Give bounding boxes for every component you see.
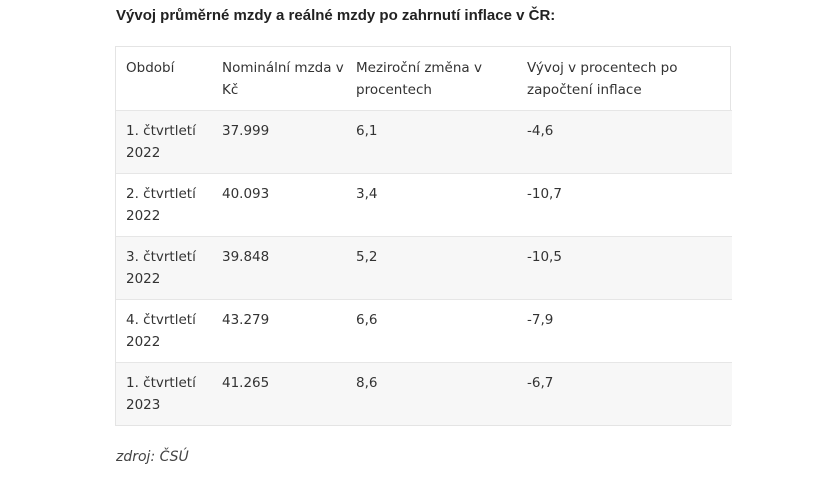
cell-yoy-change: 6,6 [356, 298, 527, 362]
cell-real-change: -10,5 [527, 235, 732, 299]
cell-yoy-change: 6,1 [356, 122, 378, 139]
cell-nominal-wage: 39.848 [222, 235, 356, 299]
cell-period: 3. čtvrtletí 2022 [116, 235, 222, 299]
cell-yoy-change: 5,2 [356, 235, 527, 299]
cell-period: 1. čtvrtletí 2022 [126, 122, 196, 161]
cell-real-change: -10,7 [527, 172, 732, 236]
cell-period: 1. čtvrtletí 2023 [116, 361, 222, 425]
wage-table-container: Období Nominální mzda v Kč Meziroční změ… [115, 46, 732, 426]
cell-real-change: -4,6 [527, 122, 554, 139]
table-row: 1. čtvrtletí 2023 41.265 8,6 -6,7 [116, 361, 732, 425]
header-yoy-change: Meziroční změna v procentech [356, 60, 482, 98]
header-nominal-wage: Nominální mzda v Kč [222, 60, 344, 98]
cell-period: 2. čtvrtletí 2022 [116, 172, 222, 236]
header-real-change: Vývoj v procentech po započtení inflace [527, 60, 678, 98]
source-note: zdroj: ČSÚ [116, 449, 189, 465]
header-period: Období [126, 60, 175, 76]
cell-nominal-wage: 43.279 [222, 298, 356, 362]
cell-nominal-wage: 37.999 [222, 122, 270, 139]
table-header-row: Období Nominální mzda v Kč Meziroční změ… [116, 47, 732, 110]
table-title: Vývoj průměrné mzdy a reálné mzdy po zah… [116, 7, 556, 24]
wage-table: Období Nominální mzda v Kč Meziroční změ… [116, 47, 732, 425]
table-row: 1. čtvrtletí 2022 37.999 6,1 -4,6 [116, 110, 732, 173]
cell-nominal-wage: 40.093 [222, 172, 356, 236]
cell-nominal-wage: 41.265 [222, 361, 356, 425]
cell-real-change: -7,9 [527, 298, 732, 362]
cell-real-change: -6,7 [527, 361, 732, 425]
cell-yoy-change: 3,4 [356, 172, 527, 236]
table-row: 3. čtvrtletí 2022 39.848 5,2 -10,5 [116, 235, 732, 299]
table-row: 2. čtvrtletí 2022 40.093 3,4 -10,7 [116, 172, 732, 236]
cell-period: 4. čtvrtletí 2022 [116, 298, 222, 362]
table-row: 4. čtvrtletí 2022 43.279 6,6 -7,9 [116, 298, 732, 362]
cell-yoy-change: 8,6 [356, 361, 527, 425]
